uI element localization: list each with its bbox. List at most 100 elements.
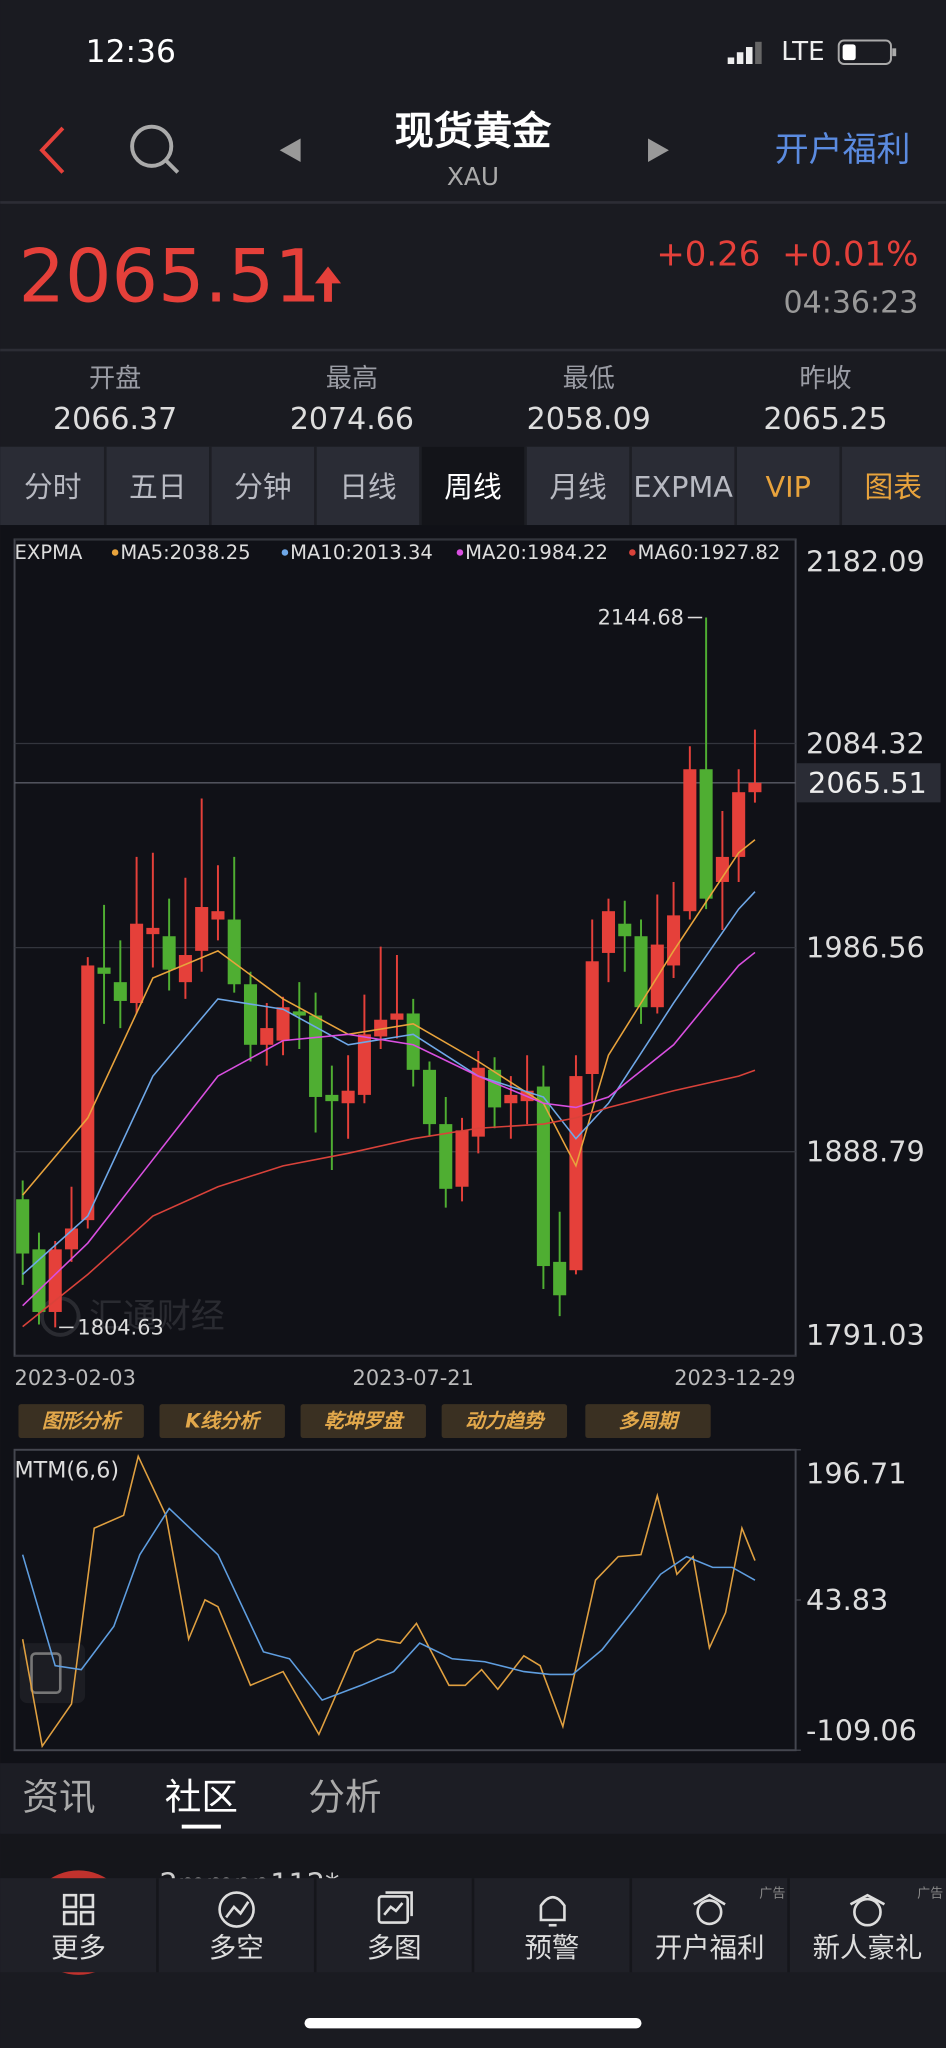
ad-tag: 广告 <box>917 1886 943 1901</box>
candle-body <box>683 769 697 912</box>
network-label: LTE <box>781 37 824 67</box>
candle-body <box>276 1007 290 1041</box>
candle-body <box>130 923 144 1004</box>
y-tick-label: 196.71 <box>806 1456 907 1490</box>
feed-tabs: 资讯 社区 分析 <box>22 1776 382 1829</box>
ad-tag: 广告 <box>759 1886 785 1901</box>
tab[interactable]: 分时 <box>24 470 81 504</box>
nav-label[interactable]: 开户福利 <box>655 1933 765 1964</box>
stat-label: 最高 <box>326 364 378 394</box>
feed-tab[interactable]: 资讯 <box>22 1776 95 1819</box>
y-tick-label: 2182.09 <box>806 545 925 579</box>
candle-body <box>178 955 192 983</box>
ma-line <box>22 951 756 1307</box>
tool-button[interactable]: 动力趋势 <box>465 1410 546 1433</box>
candle-body <box>455 1130 469 1187</box>
nav-label[interactable]: 更多 <box>51 1933 106 1964</box>
prev-button[interactable] <box>279 138 301 162</box>
tool-button[interactable]: K线分析 <box>185 1410 261 1433</box>
search-button[interactable] <box>130 124 180 174</box>
tab[interactable]: EXPMA <box>633 470 733 504</box>
x-tick-label: 2023-12-29 <box>674 1366 795 1390</box>
watermark: 汇通财经 <box>89 1297 225 1337</box>
quote-time: 04:36:23 <box>783 286 918 321</box>
candle-body <box>48 1249 62 1312</box>
feed-tab[interactable]: 分析 <box>308 1776 381 1819</box>
promo-link[interactable]: 开户福利 <box>775 130 911 170</box>
candle-body <box>341 1090 355 1104</box>
screen-rotate-icon[interactable] <box>19 1643 86 1704</box>
last-price-box <box>796 763 941 803</box>
tool-button-bg <box>300 1404 426 1439</box>
tab[interactable]: VIP <box>765 470 810 504</box>
price: 2065.51 <box>18 234 320 319</box>
legend-label: MA10:2013.34 <box>290 541 433 564</box>
mtm-line <box>21 1453 756 1749</box>
status-time: 12:36 <box>86 34 176 70</box>
candle-body <box>16 1199 30 1254</box>
change: +0.26 <box>656 235 760 275</box>
feed-tab-underline <box>181 1824 221 1829</box>
candle-body <box>422 1069 437 1125</box>
candle-body <box>390 1013 404 1020</box>
candle-body <box>325 1094 339 1102</box>
tool-buttons: 图形分析 K线分析 乾坤罗盘 动力趋势 多周期 <box>18 1404 711 1439</box>
feed-background <box>0 1833 946 1879</box>
annotation: 2144.68 <box>598 606 684 630</box>
candle-body <box>618 923 632 937</box>
stat-value: 2065.25 <box>763 402 887 437</box>
stat-value: 2058.09 <box>527 402 651 437</box>
tab[interactable]: 周线 <box>444 470 501 504</box>
legend-dot <box>111 549 119 556</box>
tab[interactable]: 图表 <box>865 470 922 504</box>
battery-icon <box>837 39 897 65</box>
stat-label: 开盘 <box>89 364 141 394</box>
nav-label[interactable]: 多空 <box>209 1933 264 1964</box>
candle-body <box>536 1086 550 1267</box>
legend-dot <box>629 549 636 556</box>
tool-button[interactable]: 多周期 <box>619 1410 681 1433</box>
tab-active-bg <box>420 446 526 526</box>
tool-button[interactable]: 乾坤罗盘 <box>324 1410 405 1433</box>
tabs: 分时 五日 分钟 日线 周线 月线 EXPMA VIP 图表 <box>0 446 946 526</box>
stat-value: 2074.66 <box>290 402 414 437</box>
legend-dot <box>456 549 464 556</box>
home-indicator[interactable] <box>304 2017 642 2029</box>
tab[interactable]: 分钟 <box>234 470 291 504</box>
candle-body <box>504 1094 518 1104</box>
candle-body <box>357 1034 371 1095</box>
tool-button[interactable]: 图形分析 <box>42 1410 123 1433</box>
candle-body <box>162 936 176 970</box>
stats: 开盘 2066.37 最高 2074.66 最低 2058.09 昨收 2065.25 <box>53 364 888 437</box>
candle-body <box>439 1124 453 1189</box>
stat-label: 昨收 <box>799 364 851 394</box>
next-button[interactable] <box>648 138 669 162</box>
nav-label[interactable]: 多图 <box>367 1933 422 1964</box>
candle-body <box>309 1015 323 1097</box>
nav-label[interactable]: 新人豪礼 <box>813 1933 923 1964</box>
back-button[interactable] <box>39 126 65 174</box>
last-price-label: 2065.51 <box>808 766 927 800</box>
y-tick-label: 1986.56 <box>806 931 925 965</box>
tab[interactable]: 五日 <box>129 470 186 504</box>
annotation: 1804.63 <box>77 1315 163 1339</box>
stat-label: 最低 <box>563 364 615 394</box>
candle-body <box>732 792 746 857</box>
candle-body <box>146 927 160 935</box>
candle-body <box>569 1076 583 1271</box>
tool-button-bg <box>18 1404 144 1439</box>
feed-tab[interactable]: 社区 <box>165 1776 238 1819</box>
tool-button-bg <box>441 1404 568 1439</box>
ma-line <box>22 1069 756 1328</box>
nav-label[interactable]: 预警 <box>524 1933 579 1964</box>
candle-body <box>553 1261 567 1296</box>
candle-body <box>585 961 599 1075</box>
candle-body <box>374 1019 388 1037</box>
tab[interactable]: 日线 <box>339 470 396 504</box>
stat-value: 2066.37 <box>53 402 177 437</box>
tool-button-bg <box>159 1404 285 1439</box>
tab[interactable]: 月线 <box>549 470 606 504</box>
candle-body <box>748 782 762 793</box>
candle-body <box>211 911 225 920</box>
price-chart: 2182.09 2084.32 1986.56 1888.79 1791.03 汇通财经 2… <box>13 538 941 1390</box>
